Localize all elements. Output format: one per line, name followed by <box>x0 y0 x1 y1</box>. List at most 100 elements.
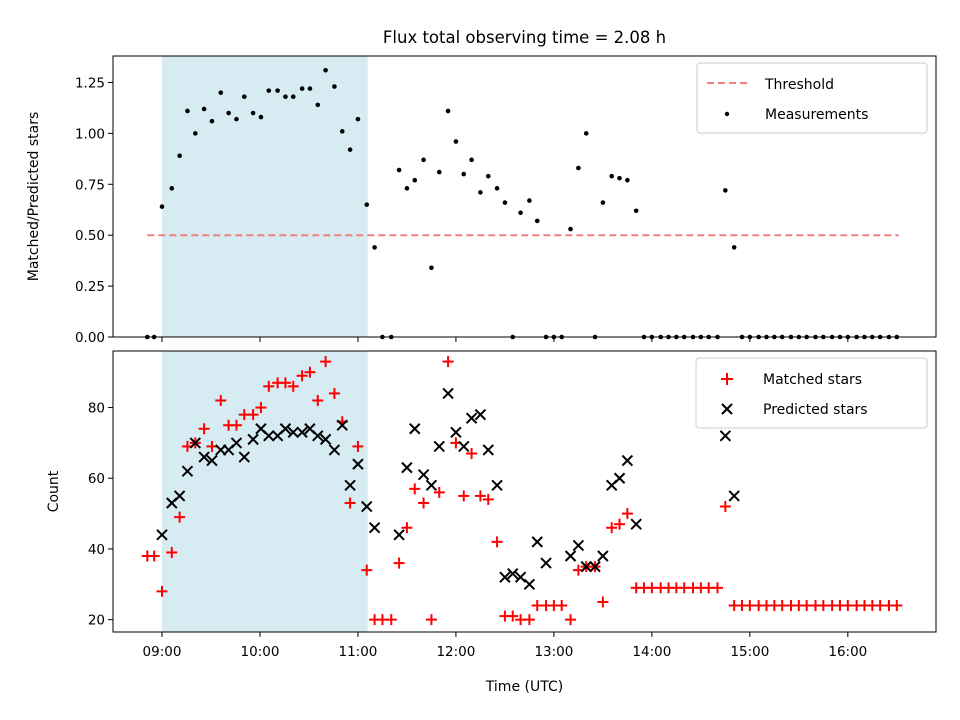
measurements-point <box>283 94 288 100</box>
measurements-point <box>494 186 500 191</box>
matched-stars-point <box>328 387 340 399</box>
predicted-stars-point <box>279 423 292 435</box>
measurements-point <box>534 218 540 224</box>
predicted-stars-point <box>474 408 487 421</box>
bottom-y-axis-label: Count <box>46 470 62 512</box>
measurements-point <box>617 175 622 181</box>
predicted-stars-point <box>425 479 438 492</box>
predicted-stars-point <box>589 560 601 573</box>
predicted-stars-point <box>312 430 324 442</box>
bottom-y-ticks: 20 40 60 80 <box>88 401 113 629</box>
bottom-ytick-label: 20 <box>88 613 105 629</box>
matched-stars-point <box>156 585 168 597</box>
bottom-plot-marks <box>141 356 903 626</box>
predicted-stars-point <box>482 444 494 456</box>
measurements-point <box>323 67 328 73</box>
predicted-stars-point <box>728 490 740 502</box>
measurements-point <box>290 94 296 100</box>
measurements-point <box>625 177 630 183</box>
matched-stars-point <box>425 614 437 626</box>
matched-stars-point <box>565 614 577 626</box>
bottom-ytick-label: 40 <box>88 542 105 558</box>
legend-predicted-label: Predicted stars <box>763 402 868 418</box>
predicted-stars-point <box>287 426 299 439</box>
matched-stars-point <box>247 409 259 421</box>
measurements-point <box>568 226 573 232</box>
legend-matched-label: Matched stars <box>763 372 862 388</box>
top-title: Flux total observing time = 2.08 h <box>383 28 666 47</box>
measurements-point <box>250 110 256 116</box>
matched-stars-point <box>523 614 535 626</box>
measurements-point <box>193 131 198 136</box>
bottom-panel: 20 40 60 80 09:00 10:00 11:00 12:00 13:00 14:00 1… <box>46 350 937 695</box>
top-ytick-label: 0.75 <box>75 177 105 193</box>
measurements-point <box>218 90 224 95</box>
matched-stars-point <box>279 377 291 389</box>
matched-stars-point <box>385 614 397 626</box>
measurements-point <box>347 147 353 152</box>
measurements-point <box>404 186 410 191</box>
matched-stars-point <box>891 599 903 611</box>
bottom-x-ticks: 09:00 10:00 11:00 12:00 13:00 14:00 15:00 16:00 <box>143 632 867 660</box>
top-ytick-label: 0.25 <box>75 279 105 295</box>
matched-stars-point <box>296 370 308 382</box>
predicted-stars-point <box>352 458 364 470</box>
matched-stars-point <box>361 564 373 576</box>
top-plot-marks <box>144 67 900 340</box>
predicted-stars-point <box>417 469 430 481</box>
matched-stars-point <box>556 599 568 611</box>
predicted-stars-point <box>564 550 577 562</box>
matched-stars-point <box>409 483 421 495</box>
top-ytick-label: 1.25 <box>75 75 105 91</box>
measurements-point <box>339 129 345 134</box>
matched-stars-point <box>174 511 186 523</box>
top-ytick-label: 0.50 <box>75 228 105 244</box>
predicted-stars-point <box>230 437 243 449</box>
predicted-stars-point <box>206 454 218 467</box>
matched-stars-point <box>393 557 405 569</box>
bottom-xtick-label: 11:00 <box>338 644 377 660</box>
bottom-ytick-label: 60 <box>88 471 105 487</box>
predicted-stars-point <box>263 430 275 442</box>
measurements-point <box>609 173 614 179</box>
matched-stars-point <box>614 518 626 530</box>
bottom-x-axis-label: Time (UTC) <box>485 679 563 695</box>
legend-matched-swatch <box>721 373 733 385</box>
measurements-point <box>258 114 264 120</box>
predicted-stars-point <box>580 560 592 573</box>
matched-stars-point <box>491 536 503 548</box>
matched-stars-point <box>712 582 724 594</box>
legend-predicted-swatch <box>721 403 733 415</box>
predicted-stars-point <box>613 472 626 484</box>
top-legend-box <box>696 62 928 134</box>
measurements-point <box>731 245 737 250</box>
measurements-point <box>364 202 370 207</box>
matched-stars-point <box>606 522 618 534</box>
bottom-legend-box <box>695 357 928 429</box>
predicted-stars-point <box>719 430 732 442</box>
measurements-point <box>518 210 523 216</box>
matched-stars-point <box>215 394 227 406</box>
top-axes-frame <box>112 55 937 338</box>
predicted-stars-point <box>328 444 341 456</box>
matched-stars-point <box>312 394 324 406</box>
predicted-stars-point <box>238 451 250 463</box>
predicted-stars-point <box>319 433 332 446</box>
measurements-point <box>396 167 402 173</box>
predicted-stars-point <box>296 426 308 439</box>
measurements-point <box>241 94 247 100</box>
measurements-point <box>332 84 337 89</box>
predicted-stars-point <box>465 412 478 424</box>
bottom-xtick-label: 15:00 <box>730 644 769 660</box>
measurements-point <box>453 139 459 144</box>
matched-stars-point <box>621 508 633 520</box>
matched-stars-point <box>352 440 364 452</box>
matched-stars-point <box>148 550 160 562</box>
matched-stars-point <box>320 356 332 368</box>
matched-stars-point <box>466 448 478 460</box>
matched-stars-point <box>198 423 210 435</box>
predicted-stars-point <box>630 518 642 530</box>
top-ytick-label: 1.00 <box>75 126 105 142</box>
predicted-stars-point <box>597 550 609 562</box>
predicted-stars-point <box>450 426 462 439</box>
